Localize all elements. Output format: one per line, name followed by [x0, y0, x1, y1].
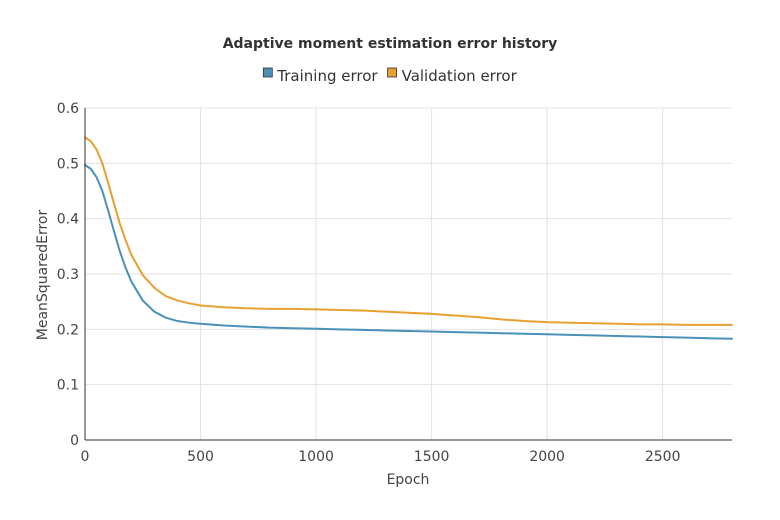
- legend-swatch: [387, 67, 398, 78]
- x-tick-label: 0: [81, 449, 90, 465]
- legend: Training error Validation error: [262, 67, 518, 85]
- series-line-validation-error: [84, 136, 733, 326]
- x-tick-label: 500: [187, 449, 214, 465]
- y-tick-label: 0.1: [57, 378, 79, 394]
- grid-lines: [85, 107, 732, 440]
- x-axis-ticks: 0 500 1000 1500 2000 2500: [81, 449, 681, 465]
- series-layer: [84, 136, 733, 340]
- y-tick-label: 0.4: [57, 212, 79, 228]
- x-axis-label: Epoch: [387, 472, 430, 488]
- y-tick-label: 0.5: [57, 156, 79, 172]
- legend-item-training-error[interactable]: Training error: [262, 67, 378, 85]
- y-tick-label: 0.2: [57, 322, 79, 338]
- x-tick-label: 2000: [529, 449, 565, 465]
- y-tick-label: 0.6: [57, 101, 79, 117]
- series-line-training-error: [84, 163, 733, 340]
- x-tick-label: 1000: [298, 449, 334, 465]
- y-axis-label: MeanSquaredError: [35, 210, 51, 341]
- y-tick-label: 0.3: [57, 267, 79, 283]
- legend-swatch: [262, 67, 273, 78]
- legend-label: Validation error: [402, 67, 518, 85]
- legend-item-validation-error[interactable]: Validation error: [387, 67, 518, 85]
- chart-title: Adaptive moment estimation error history: [223, 36, 558, 52]
- x-tick-label: 2500: [645, 449, 681, 465]
- legend-label: Training error: [276, 67, 378, 85]
- y-axis-ticks: 0 0.1 0.2 0.3 0.4 0.5 0.6: [57, 101, 79, 449]
- y-tick-label: 0: [70, 433, 79, 449]
- x-tick-label: 1500: [414, 449, 450, 465]
- axes: [84, 108, 732, 441]
